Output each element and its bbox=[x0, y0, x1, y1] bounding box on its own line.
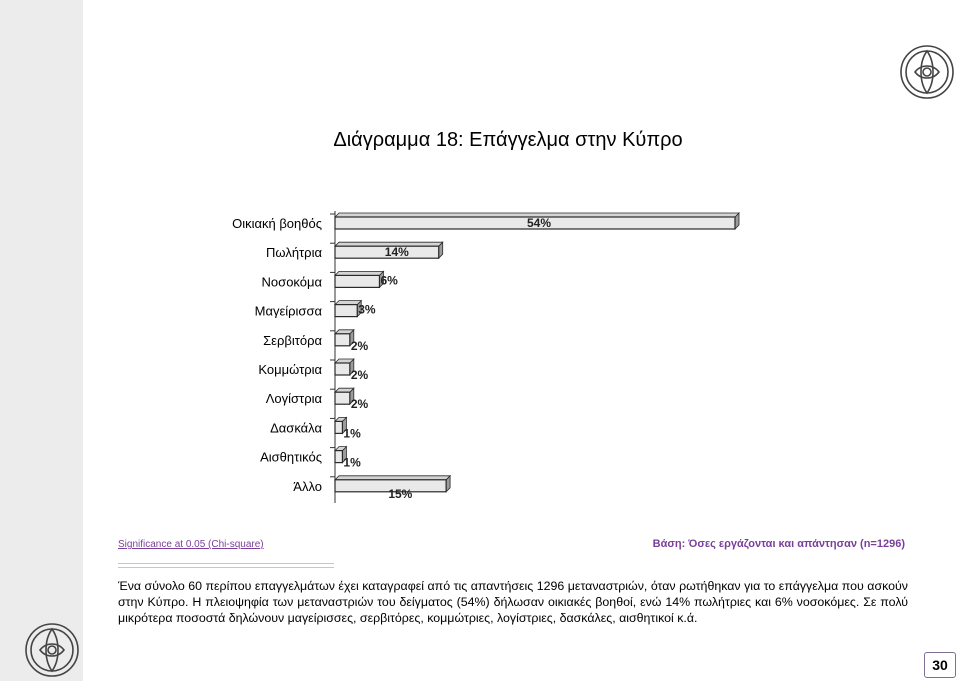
data-label: 14% bbox=[385, 245, 409, 259]
data-label: 3% bbox=[358, 303, 376, 317]
bar-2 bbox=[334, 245, 440, 259]
bar-9 bbox=[334, 450, 344, 464]
category-label: Αισθητικός bbox=[260, 450, 322, 465]
category-label: Κομμώτρια bbox=[258, 362, 322, 377]
category-label: Σερβιτόρα bbox=[263, 333, 322, 348]
data-label: 54% bbox=[527, 216, 551, 230]
data-label: 1% bbox=[343, 456, 361, 470]
bar-4 bbox=[334, 304, 358, 318]
data-label: 2% bbox=[351, 397, 369, 411]
category-label: Λογίστρια bbox=[266, 391, 323, 406]
significance-note: Significance at 0.05 (Chi-square) bbox=[118, 539, 264, 550]
category-label: Νοσοκόμα bbox=[262, 274, 323, 289]
category-label: Πωλήτρια bbox=[266, 245, 322, 260]
data-label: 6% bbox=[380, 273, 398, 287]
emblem-logo-top bbox=[900, 45, 954, 99]
data-label: 2% bbox=[351, 339, 369, 353]
left-margin-band bbox=[0, 0, 83, 681]
data-label: 1% bbox=[343, 426, 361, 440]
bar-5 bbox=[334, 333, 351, 347]
category-label: Μαγείρισσα bbox=[255, 304, 323, 319]
category-label: Άλλο bbox=[293, 479, 322, 494]
data-label: 2% bbox=[351, 368, 369, 382]
sample-basis-note: Βάση: Όσες εργάζονται και απάντησαν (n=1… bbox=[652, 538, 905, 550]
divider-line bbox=[118, 563, 334, 568]
emblem-logo-bottom bbox=[25, 623, 79, 677]
bar-7 bbox=[334, 391, 351, 405]
category-label: Οικιακή βοηθός bbox=[232, 216, 322, 231]
data-label: 15% bbox=[388, 487, 412, 501]
body-paragraph: Ένα σύνολο 60 περίπου επαγγελμάτων έχει … bbox=[118, 579, 908, 625]
category-label: Δασκάλα bbox=[270, 420, 322, 435]
chart-title: Διάγραμμα 18: Επάγγελμα στην Κύπρο bbox=[333, 129, 683, 151]
bar-top-3 bbox=[334, 270, 385, 276]
bar-top-10 bbox=[334, 475, 452, 481]
bar-8 bbox=[334, 420, 344, 434]
bar-1 bbox=[334, 216, 736, 230]
bar-6 bbox=[334, 362, 351, 376]
page-number: 30 bbox=[924, 652, 956, 678]
bar-3 bbox=[334, 274, 381, 288]
bar-10 bbox=[334, 479, 447, 493]
